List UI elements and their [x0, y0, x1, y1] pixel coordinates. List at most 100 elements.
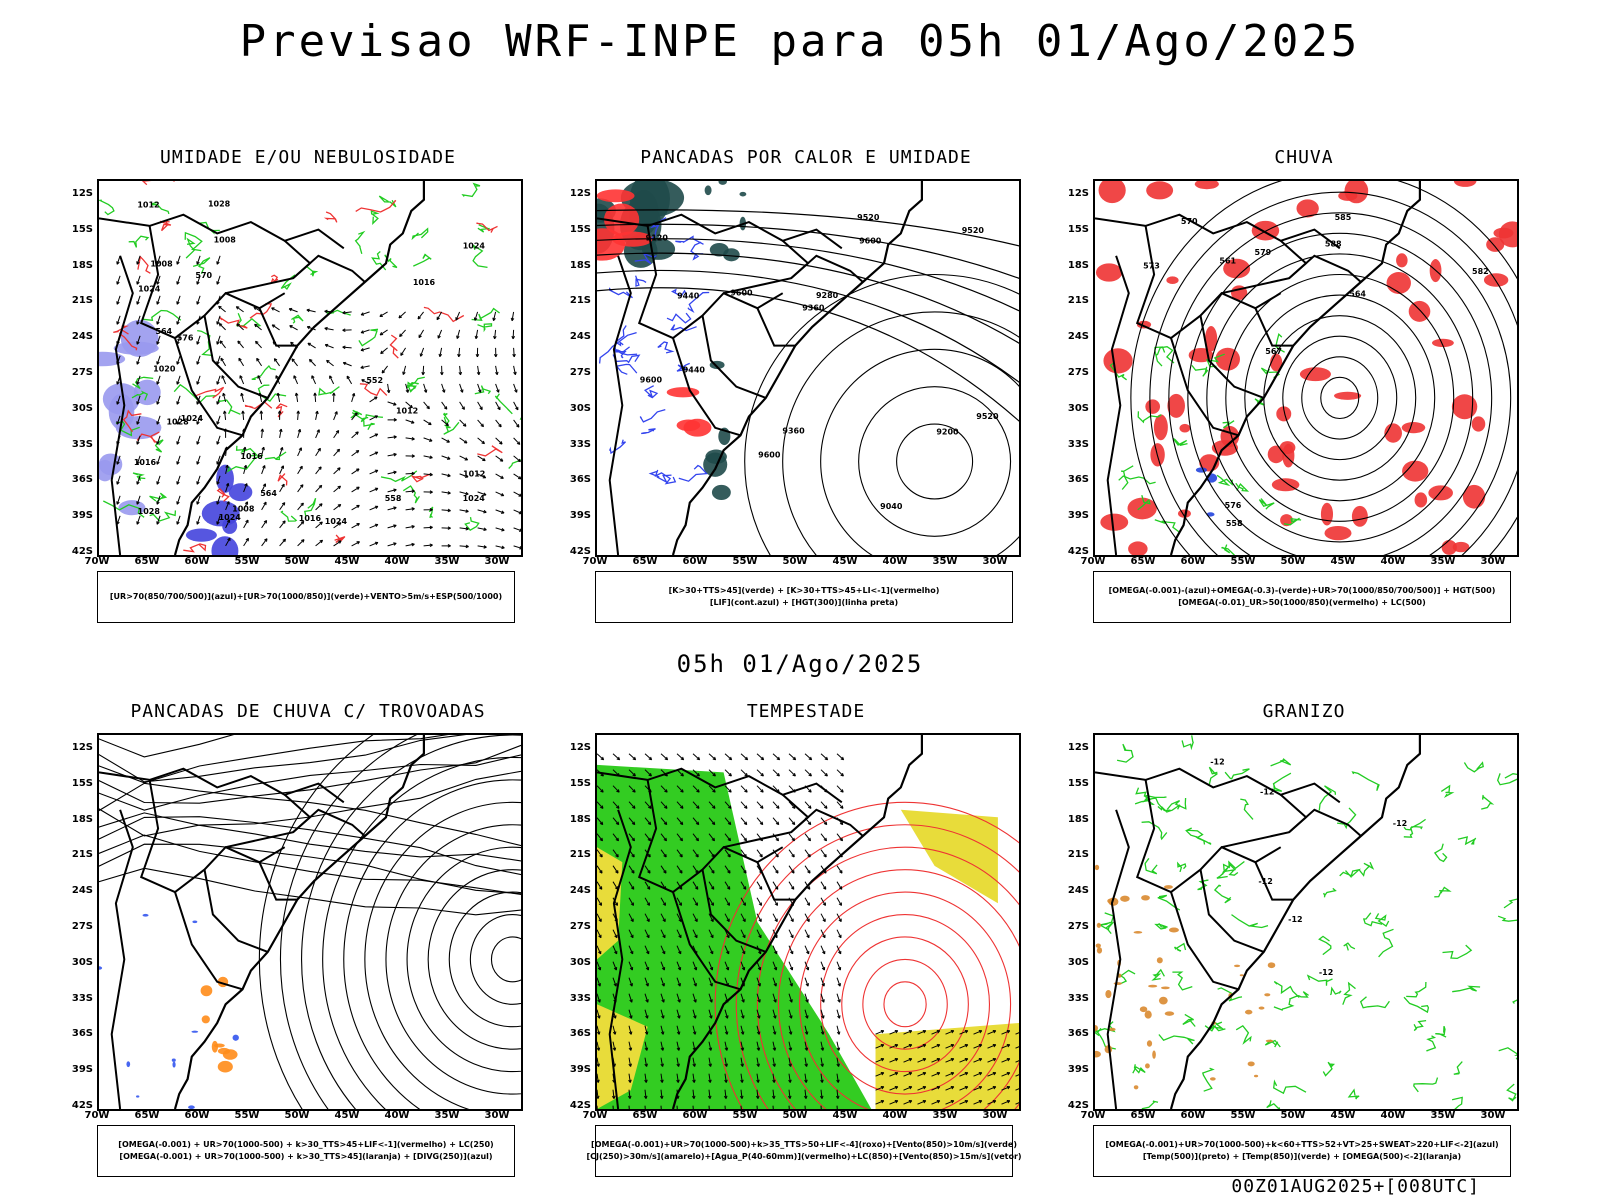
wind-vector: [804, 961, 809, 971]
wind-vector: [597, 801, 604, 809]
wind-vector: [836, 801, 844, 809]
wind-vector: [660, 785, 668, 793]
country-border: [203, 869, 269, 953]
contour-line: [402, 485, 420, 504]
wind-vector-head: [236, 323, 240, 327]
wind-vector: [708, 817, 716, 825]
contour-line: [519, 417, 521, 420]
wind-vector: [756, 785, 764, 793]
wind-vector: [740, 817, 748, 825]
wind-vector: [387, 453, 397, 457]
wind-vector: [708, 1073, 711, 1083]
wind-vector: [238, 357, 245, 367]
lon-tick-label: 50W: [782, 1110, 808, 1121]
wind-vector-head: [501, 510, 505, 514]
contour-line: [1222, 420, 1235, 429]
shaded-area: [1299, 367, 1331, 382]
wind-vector-head: [360, 330, 365, 334]
wind-vector-head: [742, 902, 746, 906]
wind-vector-head: [755, 1095, 760, 1099]
wind-vector: [987, 1044, 997, 1049]
lat-tick-label: 27S: [569, 921, 591, 932]
wind-vector: [351, 486, 360, 493]
contour-line: [389, 334, 399, 359]
wind-vector: [436, 311, 443, 320]
country-border: [1199, 869, 1265, 953]
lat-tick-label: 15S: [1067, 223, 1089, 235]
wind-vector-head: [788, 1031, 793, 1035]
wind-vector: [405, 419, 415, 424]
wind-vector-head: [227, 537, 231, 542]
wind-vector-head: [791, 821, 796, 826]
wind-vector-head: [661, 999, 665, 1003]
forecast-map: -12 -12 -12 -12 -12 -12: [1093, 733, 1519, 1111]
wind-vector: [459, 509, 469, 513]
contour-line: [1208, 766, 1218, 785]
wind-vector: [676, 945, 682, 955]
wind-vector: [293, 375, 299, 385]
wind-vector-head: [216, 321, 220, 325]
contour-line: [1270, 758, 1292, 767]
lat-tick-label: 12S: [569, 742, 591, 753]
wind-vector: [644, 865, 651, 874]
contour-line: [1273, 980, 1300, 998]
wind-vector: [836, 753, 844, 761]
wind-vector-head: [694, 918, 698, 923]
wind-vector-head: [336, 448, 341, 453]
contour-line: [1132, 1064, 1146, 1074]
wind-vector-head: [156, 321, 160, 325]
wind-vector: [225, 501, 230, 511]
shaded-area: [1179, 423, 1191, 433]
wind-vector-head: [196, 461, 200, 465]
wind-vector: [116, 295, 121, 305]
wind-vector-head: [788, 1079, 792, 1083]
wind-vector-head: [664, 805, 668, 809]
wind-vector: [459, 545, 469, 548]
lat-tick-label: 24S: [569, 331, 591, 343]
wind-vector-head: [260, 428, 265, 432]
contour-line: [477, 323, 493, 333]
wind-vector-head: [709, 983, 713, 987]
wind-vector: [333, 540, 342, 547]
shaded-area: [1234, 964, 1241, 968]
wind-vector-head: [216, 261, 220, 265]
wind-vector-head: [936, 1057, 941, 1062]
country-border: [597, 767, 843, 804]
wind-vector: [459, 527, 469, 530]
wind-vector-head: [631, 870, 635, 874]
wind-vector-head: [708, 1047, 713, 1051]
lat-tick-label: 27S: [569, 367, 591, 378]
wind-vector-head: [821, 983, 825, 987]
wind-vector: [644, 1089, 647, 1099]
wind-vector: [315, 466, 322, 475]
wind-vector-head: [196, 501, 200, 505]
wind-vector-head: [381, 370, 386, 374]
wind-vector: [708, 785, 716, 793]
contour-line: [406, 846, 521, 1073]
wind-vector-head: [176, 441, 180, 445]
wind-vector: [456, 329, 461, 339]
wind-vector-head: [222, 392, 226, 397]
contour-line: [1435, 1026, 1447, 1038]
wind-vector-head: [728, 772, 732, 777]
wind-vector-head: [664, 756, 669, 761]
lon-tick-label: 45W: [1330, 556, 1356, 567]
wind-vector-head: [393, 506, 397, 510]
wind-vector-head: [805, 983, 809, 987]
wind-vector: [369, 415, 378, 421]
contour-line: [343, 779, 521, 1109]
wind-vector: [708, 945, 714, 955]
wind-vector: [437, 329, 443, 339]
wind-vector: [788, 977, 793, 987]
wind-vector-head: [176, 301, 180, 305]
wind-vector: [931, 1072, 941, 1077]
contour-label: 9280: [816, 291, 839, 300]
wind-vector: [644, 1009, 648, 1019]
wind-vector: [156, 355, 161, 365]
wind-vector: [644, 913, 650, 922]
country-border: [1280, 240, 1308, 279]
wind-vector-head: [298, 447, 302, 451]
wind-vector: [176, 315, 181, 325]
wind-vector: [836, 945, 842, 955]
wind-vector: [309, 359, 316, 367]
